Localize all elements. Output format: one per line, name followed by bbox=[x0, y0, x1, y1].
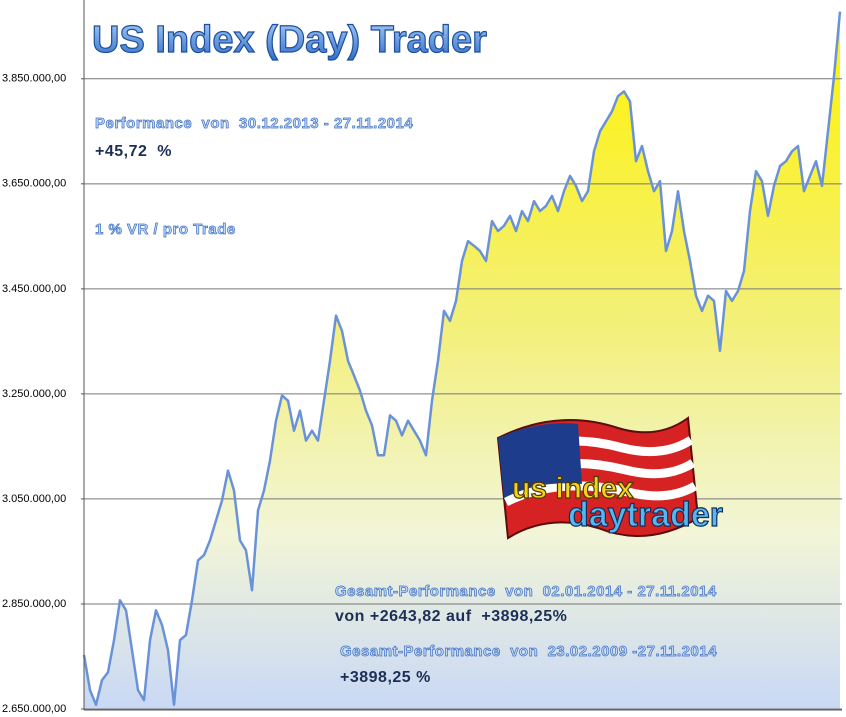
annotation: +45,72 % bbox=[95, 143, 172, 160]
annotation: Gesamt-Performance von 23.02.2009 -27.11… bbox=[340, 643, 717, 660]
annotation: 1 % VR / pro Trade bbox=[95, 221, 236, 238]
y-tick-label: 3.250.000,00 bbox=[2, 388, 66, 400]
annotation: +3898,25 % bbox=[340, 669, 431, 686]
logo: us index daytrader bbox=[496, 416, 724, 540]
annotation: Gesamt-Performance von 02.01.2014 - 27.1… bbox=[335, 583, 717, 600]
logo-canton bbox=[498, 423, 582, 498]
y-tick-label: 2.650.000,00 bbox=[2, 703, 66, 715]
line bbox=[82, 11, 842, 707]
annotation: Performance von 30.12.2013 - 27.11.2014 bbox=[95, 115, 413, 132]
y-tick-label: 3.050.000,00 bbox=[2, 493, 66, 505]
chart-title: US Index (Day) Trader bbox=[92, 19, 487, 61]
logo-text: us index bbox=[512, 472, 634, 505]
y-tick-label: 3.850.000,00 bbox=[2, 73, 66, 85]
annotation: von +2643,82 auf +3898,25% bbox=[335, 608, 567, 625]
y-tick-label: 2.850.000,00 bbox=[2, 598, 66, 610]
y-tick-label: 3.650.000,00 bbox=[2, 178, 66, 190]
y-tick-label: 3.450.000,00 bbox=[2, 283, 66, 295]
logo-text: daytrader bbox=[568, 496, 723, 534]
